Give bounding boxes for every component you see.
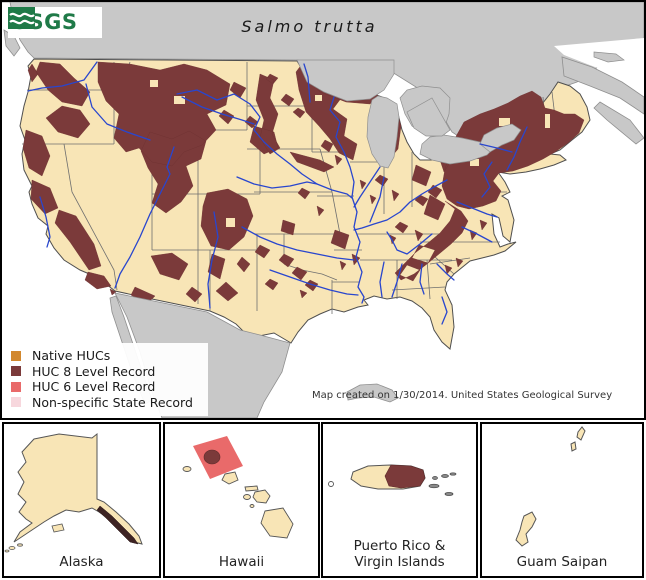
legend-label-nonspecific: Non-specific State Record [32,394,193,410]
big-island [260,507,294,539]
mississippi-river [329,96,365,304]
red-river-north [303,63,311,103]
james-river [461,226,493,243]
tinian-island [570,441,577,452]
alaska-label: Alaska [59,554,104,570]
arkansas-river [241,226,355,261]
species-title: Salmo trutta [241,17,378,36]
hawaii-inset-panel: Hawaii [163,422,320,578]
oahu-island [221,471,239,485]
colorado-river [114,146,175,289]
st-johns-river [441,296,448,325]
lake-ontario [479,123,522,153]
legend-label-native-hucs: Native HUCs [32,348,111,364]
aleutian-islands [4,543,23,553]
maui-island [252,489,271,504]
legend-row-native-hucs: Native HUCs [11,348,208,364]
hawaii-label: Hawaii [218,554,265,570]
mohawk-river [479,143,513,153]
kodiak-island [51,523,65,533]
vieques-island [428,483,440,489]
culebra-island [432,476,438,480]
usgs-logo: USGS [8,7,102,38]
legend-swatch-huc6 [11,381,21,392]
savannah-river [436,263,455,281]
virgin-islands [428,472,457,496]
ontario-peninsula [406,97,451,137]
legend-row-huc6: HUC 6 Level Record [11,379,208,395]
legend-row-nonspecific: Non-specific State Record [11,395,208,411]
alaska-map-art [4,432,143,553]
puerto-rico-label: Puerto Rico & Virgin Islands [323,538,476,570]
nova-scotia [593,101,644,145]
puerto-rico-inset-panel: Puerto Rico & Virgin Islands [321,422,478,578]
huc8-regions-east [330,90,585,282]
hawaii-map-art [182,436,294,539]
usgs-wave-icon [8,7,35,29]
mona-island [328,481,334,487]
puerto-rico-huc8-region [384,464,426,489]
wabash-river [369,176,385,223]
st-croix-island [444,492,454,496]
legend-label-huc8: HUC 8 Level Record [32,363,156,379]
guam-saipan-label: Guam Saipan [516,554,608,570]
ohio-river [353,179,448,231]
sacramento-river [39,196,51,248]
alabama-river [391,263,403,298]
snake-river [85,83,151,141]
red-river [269,269,359,296]
legend-swatch-native-hucs [11,350,21,361]
lanai-island [243,494,251,500]
legend-label-huc6: HUC 6 Level Record [32,379,156,395]
legend-row-huc8: HUC 8 Level Record [11,364,208,380]
molokai-island [244,485,259,492]
tennessee-river [386,231,433,255]
conus-map-panel: USGS Salmo trutta Native HUCs HUC 8 Leve… [0,0,646,420]
columbia-river [27,61,98,92]
alaska-huc8-panhandle [96,505,139,545]
hawaiian-islands [182,466,294,539]
gulf-st-lawrence [554,38,644,94]
tortola-island [449,472,457,476]
new-brunswick [561,56,644,115]
legend-swatch-huc8 [11,366,21,377]
illinois-river [353,166,381,208]
yellowstone-river [181,96,255,125]
guam-saipan-inset-panel: Guam Saipan [480,422,644,578]
kauai-huc8-region [203,449,221,465]
legend-swatch-nonspecific [11,397,21,408]
susquehanna-river [481,161,493,198]
guam-saipan-map-art [515,426,586,547]
platte-river [236,176,318,189]
niihau-island [182,466,192,472]
puerto-rico-map-art [328,464,457,496]
pei-island [593,51,625,63]
tombigbee-river [379,261,385,298]
kahoolawe-island [249,504,255,508]
rivers [27,61,528,325]
st-thomas-island [441,474,449,478]
great-lakes [296,59,522,169]
missouri-river [176,89,353,199]
rio-grande-river [207,211,219,309]
hudson-river [506,126,528,171]
legend: Native HUCs HUC 8 Level Record HUC 6 Lev… [2,343,208,416]
saipan-island [576,426,586,441]
guam-island [515,511,537,547]
chattahoochee-river [419,263,425,295]
lake-michigan [366,95,400,169]
puerto-rico-label-line1: Puerto Rico & [353,538,446,554]
potomac-river [456,201,498,218]
map-credit-text: Map created on 1/30/2014. United States … [312,390,613,401]
puerto-rico-label-line2: Virgin Islands [354,554,445,570]
alaska-inset-panel: Alaska [2,422,161,578]
cuba [346,383,399,403]
lake-superior [296,59,395,102]
